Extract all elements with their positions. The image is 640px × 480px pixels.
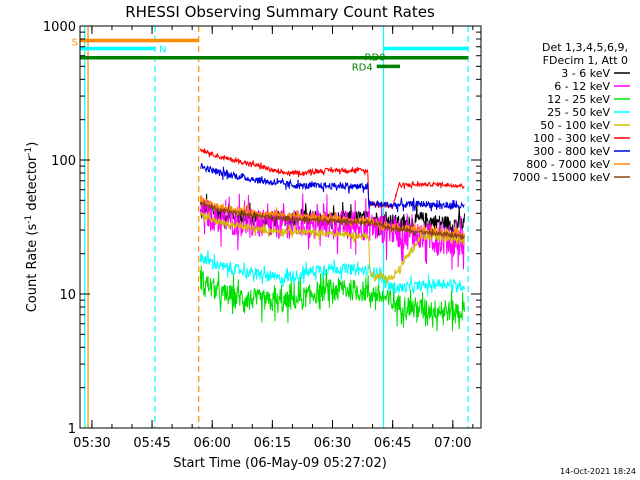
x-axis-label: Start Time (06-May-09 05:27:02) [173,456,387,471]
series-line [200,162,465,213]
chart-title: RHESSI Observing Summary Count Rates [125,3,435,21]
y-axis-label: Count Rate (s-1 detector-1) [24,142,40,313]
timestamp: 14-Oct-2021 18:24 [560,467,636,476]
flag-label: N [159,44,166,55]
legend-label: 800 - 7000 keV [526,158,610,171]
series-line [199,200,465,241]
series-line [199,265,465,332]
legend-header: Det 1,3,4,5,6,9, [542,41,628,54]
x-tick-label: 06:15 [254,436,291,451]
y-tick-label: 1 [68,422,76,437]
y-axis: 1 10 100 1000 [43,20,481,437]
legend-label: 7000 - 15000 keV [512,171,610,184]
legend-header: FDecim 1, Att 0 [543,54,628,67]
legend-label: 12 - 25 keV [547,93,610,106]
vertical-markers [84,26,469,428]
data-series [199,148,465,332]
legend-label: 300 - 800 keV [533,145,610,158]
y-axis-label-part: Count Rate (s [25,224,40,313]
legend-label: 100 - 300 keV [533,132,610,145]
attenuator-flags: SNRD0RD4 [72,37,469,73]
x-tick-label: 05:30 [73,436,110,451]
series-line [199,250,465,296]
x-axis: 05:30 05:45 06:00 06:15 06:30 06:45 07:00 [73,26,474,451]
y-axis-label-sup: -1 [24,215,34,224]
series-line [199,211,465,285]
flag-label: RD4 [352,62,373,73]
x-tick-label: 07:00 [434,436,471,451]
x-tick-label: 06:00 [193,436,230,451]
legend-label: 50 - 100 keV [540,119,610,132]
y-tick-label: 100 [51,154,76,169]
legend-label: 25 - 50 keV [547,106,610,119]
series-line [199,148,465,210]
flag-label: S [72,37,78,48]
legend-label: 3 - 6 keV [561,67,610,80]
legend-label: 6 - 12 keV [554,80,610,93]
legend: Det 1,3,4,5,6,9,FDecim 1, Att 03 - 6 keV… [512,41,630,184]
y-tick-label: 10 [59,288,76,303]
x-tick-label: 05:45 [133,436,170,451]
y-tick-label: 1000 [43,20,76,35]
plot-area: SNRD0RD4 [72,26,469,428]
x-tick-label: 06:30 [314,436,351,451]
y-axis-label-part: detector [25,155,40,215]
y-axis-label-part: ) [25,142,40,147]
y-axis-label-sup: -1 [24,147,34,156]
x-tick-label: 06:45 [374,436,411,451]
plot-frame [79,25,482,429]
